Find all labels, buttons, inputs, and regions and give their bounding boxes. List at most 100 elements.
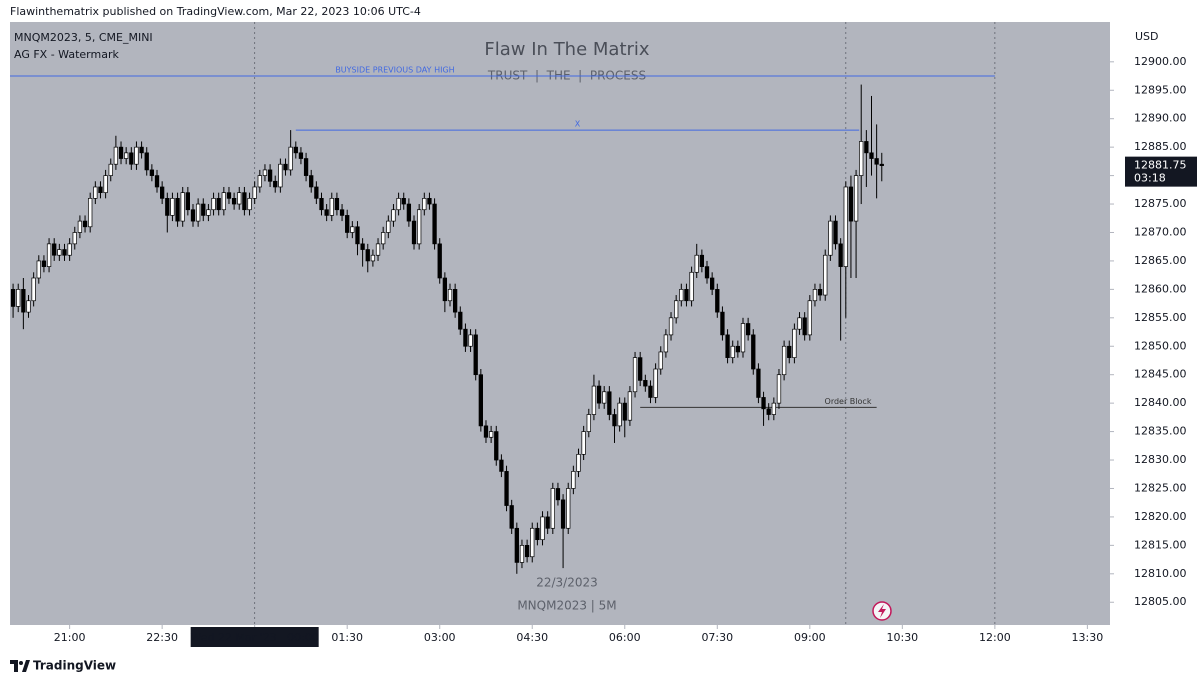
candle-body — [442, 277, 448, 302]
candle-body — [617, 402, 622, 427]
y-tick-label: 12845.00 — [1134, 368, 1187, 381]
x-tick-label: 09:00 — [794, 631, 826, 644]
candle-body — [812, 289, 818, 302]
tradingview-logo — [10, 660, 30, 672]
candle-body — [519, 545, 525, 563]
y-tick-label: 12840.00 — [1134, 396, 1187, 409]
candle-body — [745, 323, 751, 336]
candle-body — [98, 186, 103, 194]
candle-body — [108, 163, 113, 176]
candle-body — [57, 249, 62, 256]
candle-body — [447, 289, 453, 302]
candle-body — [586, 414, 591, 432]
y-tick-label: 12870.00 — [1134, 225, 1187, 238]
candle-body — [735, 345, 741, 353]
candle-body — [689, 271, 694, 302]
candle-body — [545, 516, 550, 529]
candle-body — [293, 146, 298, 154]
candle-body — [643, 380, 648, 387]
candle-body — [324, 209, 329, 216]
candle-body — [576, 453, 581, 472]
candle-body — [715, 289, 720, 313]
plot-area — [10, 22, 1110, 625]
countdown-label: 03:18 — [1134, 172, 1166, 185]
candle-body — [478, 374, 483, 427]
candle-body — [262, 169, 268, 176]
watermark-symbol: MNQM2023 | 5M — [517, 599, 616, 613]
candle-body — [211, 197, 216, 211]
candle-body — [869, 152, 874, 159]
candle-body — [411, 220, 417, 245]
candle-body — [797, 317, 802, 330]
candle-body — [31, 277, 36, 302]
candle-body — [134, 146, 139, 165]
candle-body — [216, 197, 221, 211]
candle-body — [406, 203, 412, 222]
candle-body — [422, 197, 427, 211]
candle-body — [175, 197, 180, 222]
candle-body — [833, 220, 838, 245]
candle-body — [375, 243, 381, 256]
candle-body — [154, 175, 160, 188]
candle-body — [237, 192, 242, 205]
y-tick-label: 12855.00 — [1134, 311, 1187, 324]
candle-body — [381, 232, 386, 245]
candle-body — [452, 289, 458, 313]
candle-body — [463, 328, 468, 347]
candle-body — [273, 180, 278, 188]
candle-body — [88, 197, 93, 228]
candle-body — [622, 402, 627, 421]
candle-body — [180, 192, 185, 222]
candle-body — [149, 169, 155, 176]
candle-body — [46, 243, 52, 267]
candle-body — [483, 425, 489, 438]
candle-body — [339, 209, 345, 216]
candle-body — [391, 209, 396, 222]
candle-body — [571, 471, 576, 489]
y-tick-label: 12815.00 — [1134, 538, 1187, 551]
y-tick-label: 12875.00 — [1134, 197, 1187, 210]
candle-body — [494, 431, 499, 461]
x-tick-label: 22:30 — [146, 631, 178, 644]
footer-brand: TradingView — [33, 659, 116, 673]
candle-body — [62, 249, 67, 256]
y-tick-label: 12810.00 — [1134, 567, 1187, 580]
candle-body — [817, 289, 823, 296]
candle-body — [725, 334, 730, 358]
candle-body — [560, 499, 566, 529]
candle-body — [355, 226, 360, 245]
candle-body — [730, 345, 735, 358]
candle-body — [674, 300, 679, 319]
candle-body — [21, 289, 26, 313]
candle-body — [632, 357, 638, 393]
candle-body — [417, 209, 422, 245]
candle-body — [195, 203, 201, 222]
candle-body — [488, 431, 494, 438]
candle-body — [843, 186, 848, 267]
candle-body — [226, 192, 232, 199]
replay-icon[interactable] — [872, 601, 892, 621]
candle-body — [653, 368, 658, 398]
candle-body — [766, 408, 771, 415]
candle-body — [756, 368, 761, 398]
watermark-date: 22/3/2023 — [536, 576, 598, 590]
candle-body — [242, 192, 247, 211]
x-tick-label: 07:30 — [701, 631, 733, 644]
y-tick-label: 12820.00 — [1134, 510, 1187, 523]
y-tick-label: 12895.00 — [1134, 83, 1187, 96]
candle-body — [252, 186, 257, 199]
x-tick-label: 01:30 — [331, 631, 363, 644]
candle-body — [303, 158, 309, 176]
candle-body — [612, 414, 617, 427]
annotation-label: Order Block — [825, 397, 872, 406]
currency-label: USD — [1135, 30, 1159, 43]
candle-body — [535, 527, 540, 541]
publish-header: Flawinthematrix published on TradingView… — [10, 5, 421, 18]
candle-body — [458, 311, 463, 330]
x-tick-label: 13:30 — [1072, 631, 1104, 644]
candle-body — [185, 192, 191, 211]
candle-body — [103, 175, 108, 194]
candle-body — [401, 197, 406, 205]
candle-body — [77, 220, 83, 233]
